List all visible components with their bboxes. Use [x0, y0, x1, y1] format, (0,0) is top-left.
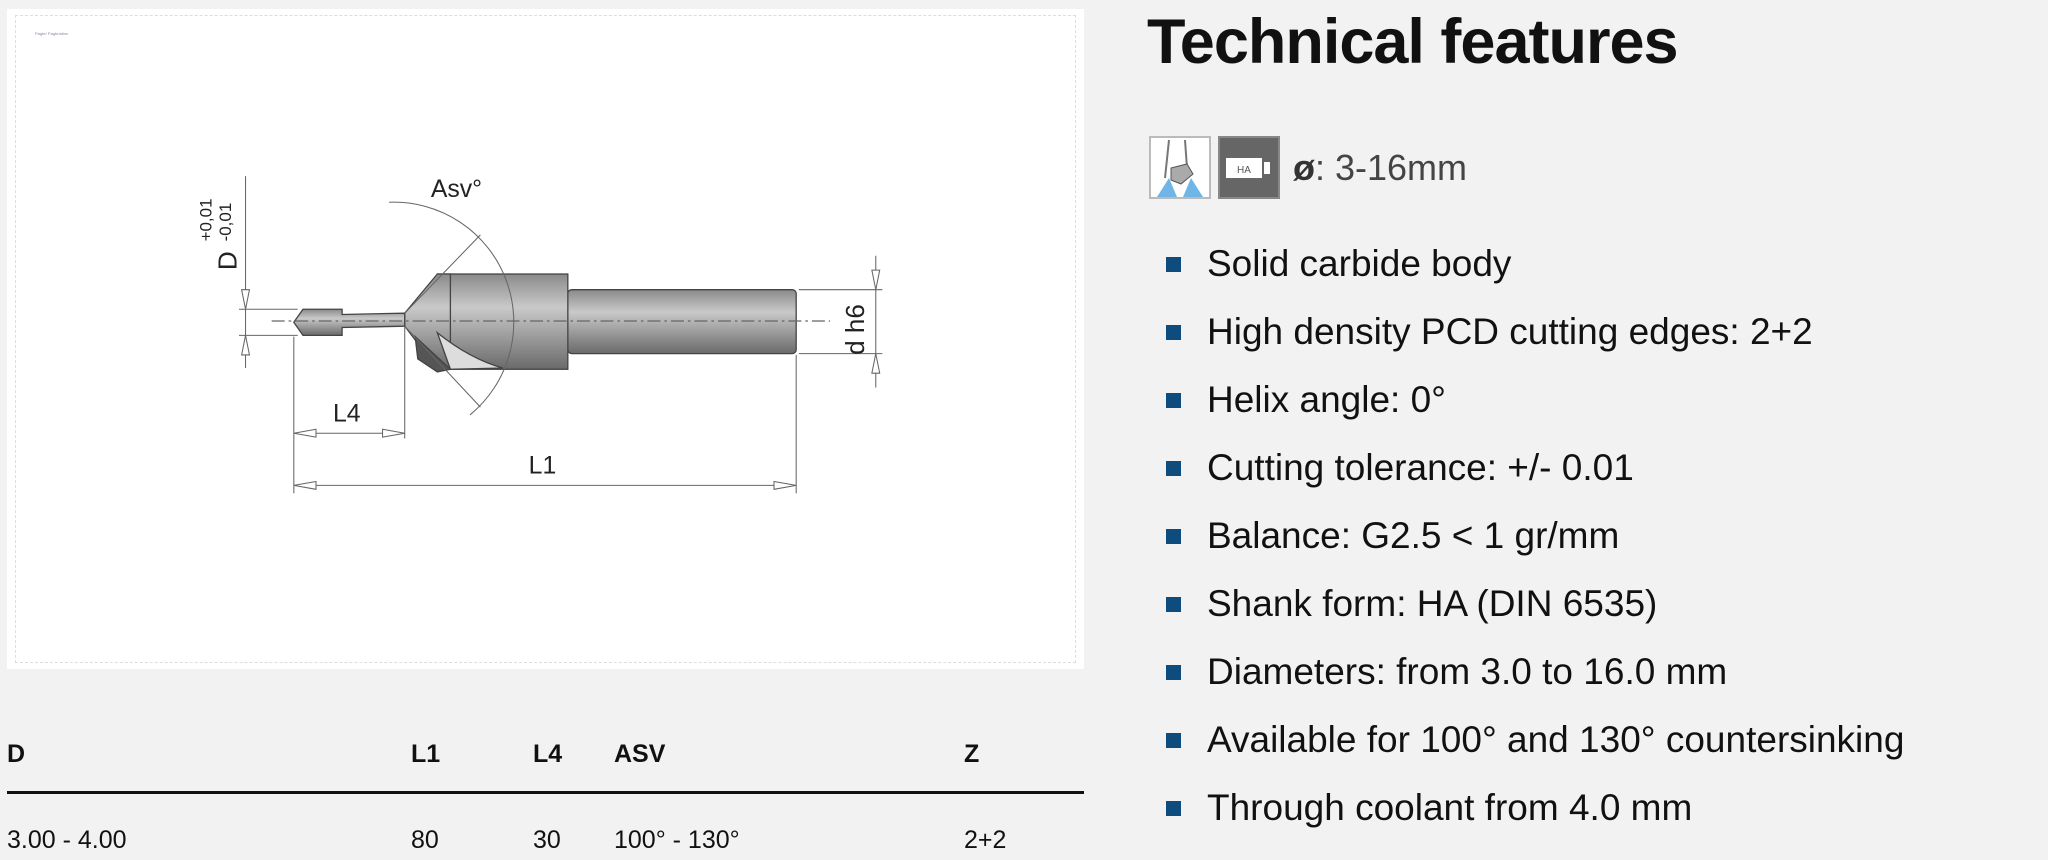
- drawing-caption: Pagbr/ Pagbr/ation: [35, 31, 69, 36]
- header-asv: ASV: [614, 740, 666, 768]
- header-l4: L4: [533, 740, 563, 768]
- list-item: Diameters: from 3.0 to 16.0 mm: [1166, 638, 1904, 706]
- feature-text: Available for 100° and 130° countersinki…: [1207, 719, 1905, 760]
- label-tol-minus: -0,01: [216, 203, 235, 242]
- label-d: D: [212, 251, 242, 270]
- list-item: Cutting tolerance: +/- 0.01: [1166, 434, 1904, 502]
- pilot-drill: [293, 308, 406, 336]
- header-l1: L1: [411, 740, 441, 768]
- list-item: Available for 100° and 130° countersinki…: [1166, 706, 1904, 774]
- technical-drawing: Asv° D +0,01 -0,01 d h6 L4 L1: [197, 176, 883, 494]
- feature-text: Shank form: HA (DIN 6535): [1207, 583, 1658, 624]
- diameter-value: : 3-16mm: [1315, 146, 1468, 188]
- bullet-icon: [1166, 528, 1181, 544]
- list-item: Through coolant from 4.0 mm: [1166, 774, 1904, 842]
- header-d: D: [7, 740, 26, 768]
- list-item: Solid carbide body: [1166, 230, 1904, 298]
- list-item: Shank form: HA (DIN 6535): [1166, 570, 1904, 638]
- shank-ha-icon: HA: [1218, 136, 1280, 199]
- label-l4: L4: [333, 400, 361, 427]
- feature-text: Solid carbide body: [1207, 243, 1512, 284]
- label-asv: Asv°: [431, 176, 482, 203]
- diameter-range: ø: 3-16mm: [1293, 147, 1467, 189]
- feature-text: Cutting tolerance: +/- 0.01: [1207, 447, 1634, 488]
- cell-d: 3.00 - 4.00: [7, 826, 127, 854]
- header-z: Z: [964, 740, 980, 768]
- bullet-icon: [1166, 392, 1181, 408]
- feature-list: Solid carbide body High density PCD cutt…: [1166, 230, 1904, 842]
- diameter-symbol: ø: [1293, 146, 1315, 188]
- label-shank: d h6: [840, 304, 870, 355]
- header-divider: [7, 791, 1084, 794]
- dimension-lines: [239, 176, 883, 494]
- feature-text: Balance: G2.5 < 1 gr/mm: [1207, 515, 1620, 556]
- list-item: High density PCD cutting edges: 2+2: [1166, 298, 1904, 366]
- feature-text: Diameters: from 3.0 to 16.0 mm: [1207, 651, 1728, 692]
- list-item: Balance: G2.5 < 1 gr/mm: [1166, 502, 1904, 570]
- bullet-icon: [1166, 596, 1181, 612]
- label-tol-plus: +0,01: [197, 198, 216, 241]
- bullet-icon: [1166, 324, 1181, 340]
- section-title: Technical features: [1147, 7, 1679, 77]
- tool-body: [293, 273, 797, 373]
- feature-text: High density PCD cutting edges: 2+2: [1207, 311, 1813, 352]
- bullet-icon: [1166, 664, 1181, 680]
- cell-l1: 80: [411, 826, 439, 854]
- svg-text:HA: HA: [1237, 165, 1251, 176]
- bullet-icon: [1166, 800, 1181, 816]
- cell-z: 2+2: [964, 826, 1007, 854]
- cell-l4: 30: [533, 826, 561, 854]
- cell-asv: 100° - 130°: [614, 826, 740, 854]
- list-item: Helix angle: 0°: [1166, 366, 1904, 434]
- feature-text: Through coolant from 4.0 mm: [1207, 787, 1693, 828]
- arrowheads: [240, 269, 881, 490]
- bullet-icon: [1166, 732, 1181, 748]
- feature-text: Helix angle: 0°: [1207, 379, 1446, 420]
- feature-icons: HA ø: 3-16mm: [1149, 136, 1467, 199]
- tool-coolant-icon: [1149, 136, 1211, 199]
- label-l1: L1: [529, 453, 557, 480]
- bullet-icon: [1166, 460, 1181, 476]
- bullet-icon: [1166, 256, 1181, 272]
- drawing-frame: [15, 15, 1076, 663]
